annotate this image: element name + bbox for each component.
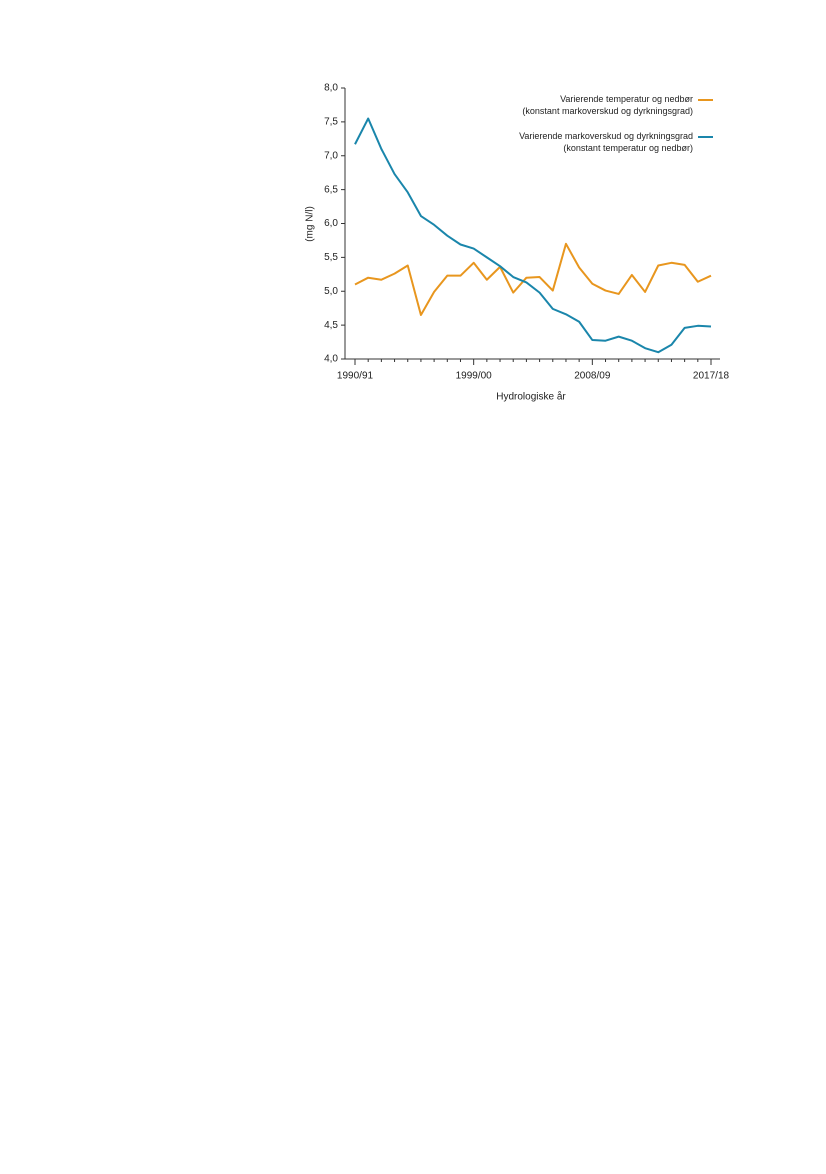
series-line <box>354 242 712 316</box>
x-tick-label: 1990/91 <box>337 371 374 382</box>
y-tick-label: 5,0 <box>324 286 338 297</box>
y-tick-label: 8,0 <box>324 83 338 94</box>
y-axis-title: (mg N/l) <box>305 206 316 242</box>
legend-label: Varierende markoverskud og dyrkningsgrad… <box>519 131 693 153</box>
x-tick-label: 2008/09 <box>574 371 611 382</box>
y-tick-label: 4,0 <box>324 354 338 365</box>
x-tick-label: 1999/00 <box>456 371 493 382</box>
legend-label: Varierende temperatur og nedbør (konstant… <box>522 94 693 116</box>
y-tick-label: 7,0 <box>324 150 338 161</box>
y-tick-label: 7,5 <box>324 117 338 128</box>
y-tick-label: 6,0 <box>324 218 338 229</box>
y-tick-label: 5,5 <box>324 252 338 263</box>
y-tick-label: 6,5 <box>324 184 338 195</box>
x-axis-title: Hydrologiske år <box>496 391 566 403</box>
y-tick-label: 4,5 <box>324 320 338 331</box>
x-tick-label: 2017/18 <box>693 371 730 382</box>
series-line <box>354 117 712 354</box>
